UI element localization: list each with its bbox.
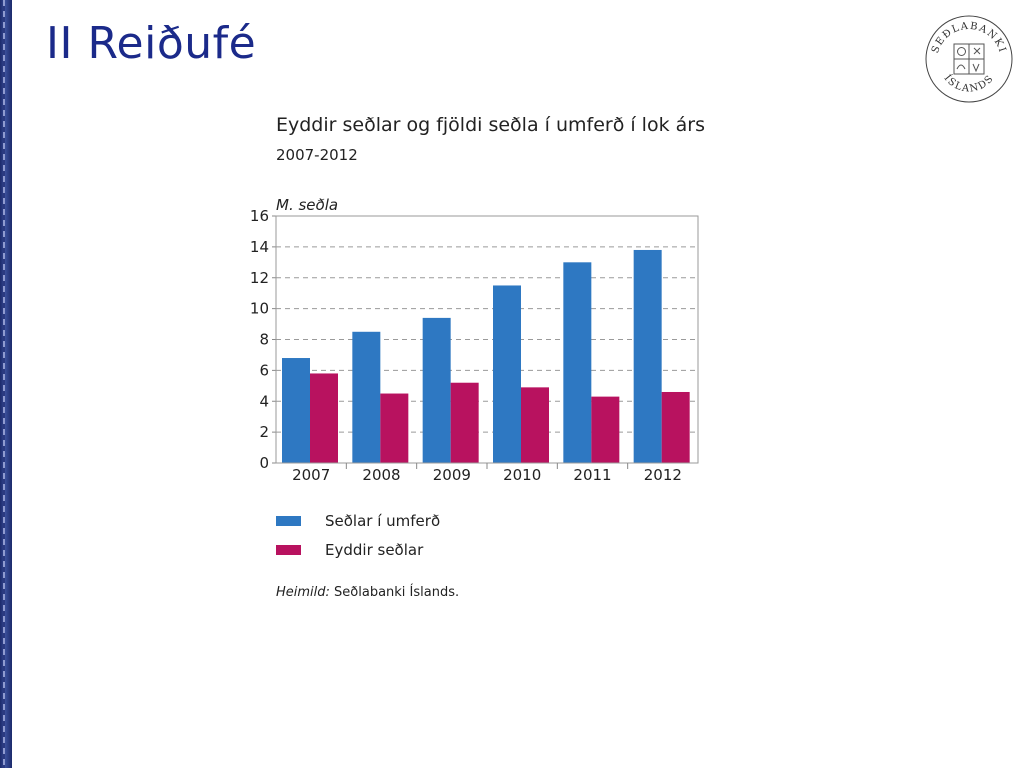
y-tick-label: 4 (259, 392, 269, 410)
y-tick-label: 16 (250, 207, 269, 225)
slide-title: II Reiðufé (46, 18, 257, 69)
bar-series-2-2007 (310, 373, 338, 463)
source-text: Seðlabanki Íslands. (329, 585, 460, 600)
y-tick-label: 8 (259, 331, 269, 349)
y-axis-label: M. seðla (276, 196, 338, 214)
x-tick-label: 2012 (644, 466, 682, 484)
legend-swatch-series-2 (276, 545, 301, 555)
source-note: Heimild: Seðlabanki Íslands. (276, 585, 459, 600)
chart-title: Eyddir seðlar og fjöldi seðla í umferð í… (276, 114, 705, 136)
y-tick-label: 0 (259, 454, 269, 472)
bar-series-1-2008 (352, 331, 381, 463)
bar-series-2-2012 (661, 391, 690, 463)
legend-swatch-series-1 (276, 516, 301, 526)
x-tick-label: 2008 (362, 466, 400, 484)
y-tick-label: 14 (250, 238, 269, 256)
legend-label-series-1: Seðlar í umferð (325, 512, 441, 530)
x-tick-label: 2010 (503, 466, 541, 484)
y-tick-label: 10 (250, 300, 269, 318)
y-tick-label: 12 (250, 269, 269, 287)
chart-subtitle: 2007-2012 (276, 146, 358, 164)
sedlabanki-logo: SEÐLABANKI ÍSLANDS (925, 15, 1013, 103)
source-label: Heimild: (276, 585, 330, 600)
x-tick-label: 2007 (292, 466, 330, 484)
bar-series-1-2009 (422, 317, 451, 463)
legend-label-series-2: Eyddir seðlar (325, 541, 424, 559)
left-decorative-bar (0, 0, 12, 768)
x-tick-label: 2011 (573, 466, 611, 484)
bar-series-2-2008 (380, 393, 409, 463)
y-tick-label: 2 (259, 423, 269, 441)
bar-series-1-2007 (282, 358, 310, 463)
x-tick-label: 2009 (433, 466, 471, 484)
bar-series-2-2011 (591, 396, 620, 463)
y-tick-label: 6 (259, 361, 269, 379)
bar-series-1-2012 (633, 249, 662, 463)
bar-series-2-2010 (521, 387, 549, 463)
bar-series-1-2011 (563, 262, 592, 463)
bar-series-2-2009 (450, 382, 479, 463)
bar-series-1-2010 (493, 285, 521, 463)
